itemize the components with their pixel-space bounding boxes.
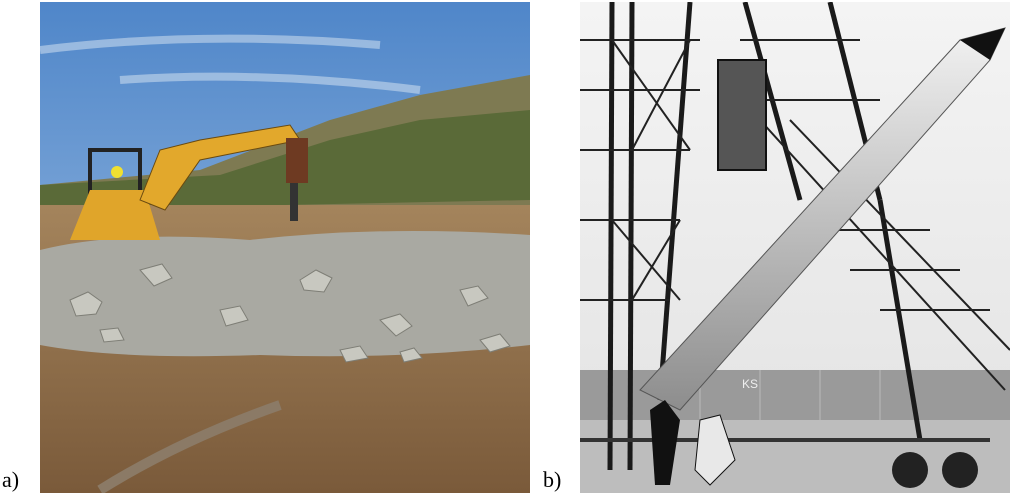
building-sign: KS bbox=[742, 377, 758, 391]
photo-b: KS bbox=[580, 2, 1010, 493]
photo-a bbox=[40, 2, 530, 493]
panel-label: a) bbox=[2, 467, 19, 492]
panel-label: b) bbox=[543, 467, 561, 492]
